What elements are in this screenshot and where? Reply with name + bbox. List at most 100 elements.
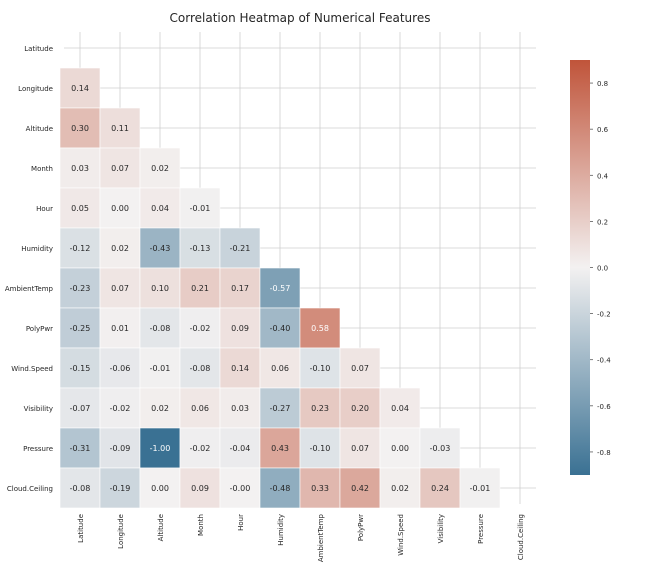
heatmap-cell xyxy=(219,467,261,509)
heatmap-cell xyxy=(379,387,421,429)
heatmap-cell xyxy=(59,227,101,269)
colorbar: -0.8 -0.6 -0.4 -0.2 0.0 0.2 0.4 0.6 0.8 xyxy=(570,60,611,475)
chart-title: Correlation Heatmap of Numerical Feature… xyxy=(169,11,431,25)
cell-value-label: 0.11 xyxy=(111,124,129,133)
heatmap-cell xyxy=(339,427,381,469)
cell-value-label: -0.23 xyxy=(70,284,91,293)
colorbar-tick-label: 0.0 xyxy=(597,265,608,273)
cell-value-label: -0.09 xyxy=(110,444,131,453)
heatmap-cell xyxy=(99,387,141,429)
y-tick-label: AmbientTemp xyxy=(5,285,54,293)
cell-value-label: -0.15 xyxy=(70,364,91,373)
colorbar-tick-label: -0.8 xyxy=(597,449,611,457)
heatmap-cell xyxy=(419,467,461,509)
cell-value-label: 0.20 xyxy=(351,404,369,413)
cell-value-label: -0.02 xyxy=(190,324,211,333)
heatmap-cell xyxy=(59,147,101,189)
x-tick-label: Visibility xyxy=(437,514,445,543)
heatmap-cell xyxy=(59,427,101,469)
y-tick-label: Month xyxy=(31,165,53,173)
heatmap-cells: 0.14 0.30 0.11 0.03 0.07 0.02 0.05 0.00 0.04 -0.0… xyxy=(59,67,501,509)
heatmap-cell xyxy=(419,427,461,469)
cell-value-label: -0.08 xyxy=(150,324,171,333)
heatmap-cell xyxy=(99,307,141,349)
cell-value-label: 0.02 xyxy=(391,484,409,493)
heatmap-cell xyxy=(179,427,221,469)
cell-value-label: 0.06 xyxy=(191,404,209,413)
cell-value-label: -0.01 xyxy=(470,484,491,493)
cell-value-label: 0.02 xyxy=(151,164,169,173)
cell-value-label: 0.05 xyxy=(71,204,89,213)
cell-value-label: -0.25 xyxy=(70,324,91,333)
cell-value-label: 0.00 xyxy=(111,204,129,213)
colorbar-tick-label: -0.2 xyxy=(597,311,611,319)
cell-value-label: -0.04 xyxy=(230,444,251,453)
cell-value-label: 0.10 xyxy=(151,284,169,293)
heatmap-cell xyxy=(299,347,341,389)
cell-value-label: -0.31 xyxy=(70,444,91,453)
cell-value-label: 0.00 xyxy=(391,444,409,453)
cell-value-label: -0.12 xyxy=(70,244,91,253)
heatmap-cell xyxy=(59,107,101,149)
y-tick-label: Cloud.Ceiling xyxy=(7,485,53,493)
heatmap-cell xyxy=(379,467,421,509)
heatmap-cell xyxy=(219,227,261,269)
heatmap-cell xyxy=(179,307,221,349)
cell-value-label: 0.03 xyxy=(231,404,249,413)
heatmap-cell xyxy=(179,467,221,509)
cell-value-label: 0.04 xyxy=(151,204,169,213)
cell-value-label: -0.01 xyxy=(190,204,211,213)
heatmap-cell xyxy=(59,307,101,349)
cell-value-label: -0.03 xyxy=(430,444,451,453)
colorbar-tick-label: 0.2 xyxy=(597,218,608,226)
y-tick-label: Hour xyxy=(36,205,53,213)
cell-value-label: -0.13 xyxy=(190,244,211,253)
heatmap-cell xyxy=(179,227,221,269)
cell-value-label: -0.27 xyxy=(270,404,291,413)
cell-value-label: -0.07 xyxy=(70,404,91,413)
cell-value-label: -0.21 xyxy=(230,244,251,253)
heatmap-cell xyxy=(459,467,501,509)
cell-value-label: 0.01 xyxy=(111,324,129,333)
cell-value-label: 0.33 xyxy=(311,484,329,493)
y-tick-label: PolyPwr xyxy=(26,325,53,333)
heatmap-cell xyxy=(139,147,181,189)
cell-value-label: -0.48 xyxy=(270,484,291,493)
x-tick-label: Cloud.Ceiling xyxy=(517,514,525,560)
heatmap-cell xyxy=(99,347,141,389)
cell-value-label: -1.00 xyxy=(150,444,171,453)
cell-value-label: -0.08 xyxy=(70,484,91,493)
cell-value-label: 0.07 xyxy=(351,444,369,453)
y-tick-label: Longitude xyxy=(18,85,53,93)
cell-value-label: -0.19 xyxy=(110,484,131,493)
x-tick-label: PolyPwr xyxy=(357,514,365,541)
x-tick-label: Altitude xyxy=(157,514,165,541)
cell-value-label: -0.01 xyxy=(150,364,171,373)
cell-value-label: -0.08 xyxy=(190,364,211,373)
y-tick-label: Humidity xyxy=(21,245,53,253)
cell-value-label: 0.02 xyxy=(111,244,129,253)
colorbar-tick-label: -0.4 xyxy=(597,357,611,365)
y-tick-label: Altitude xyxy=(26,125,53,133)
colorbar-tick-label: 0.8 xyxy=(597,80,608,88)
heatmap-cell xyxy=(339,387,381,429)
x-tick-label: Humidity xyxy=(277,514,285,546)
x-tick-label: Latitude xyxy=(77,514,85,543)
heatmap-cell xyxy=(379,427,421,469)
cell-value-label: -0.10 xyxy=(310,444,331,453)
x-axis-labels: Latitude Longitude Altitude Month Hour Humidi… xyxy=(77,513,525,562)
cell-value-label: -0.57 xyxy=(270,284,291,293)
x-tick-label: Wind.Speed xyxy=(397,514,405,556)
heatmap-cell xyxy=(179,347,221,389)
heatmap-cell xyxy=(139,467,181,509)
cell-value-label: 0.00 xyxy=(151,484,169,493)
heatmap-cell xyxy=(339,347,381,389)
y-axis-labels: Latitude Longitude Altitude Month Hour Humidi… xyxy=(5,45,54,493)
y-tick-label: Wind.Speed xyxy=(11,365,53,373)
y-tick-label: Latitude xyxy=(24,45,53,53)
colorbar-tick-label: -0.6 xyxy=(597,403,611,411)
cell-value-label: -0.00 xyxy=(230,484,251,493)
colorbar-bar xyxy=(570,60,590,475)
heatmap-cell xyxy=(259,267,301,309)
cell-value-label: -0.43 xyxy=(150,244,171,253)
